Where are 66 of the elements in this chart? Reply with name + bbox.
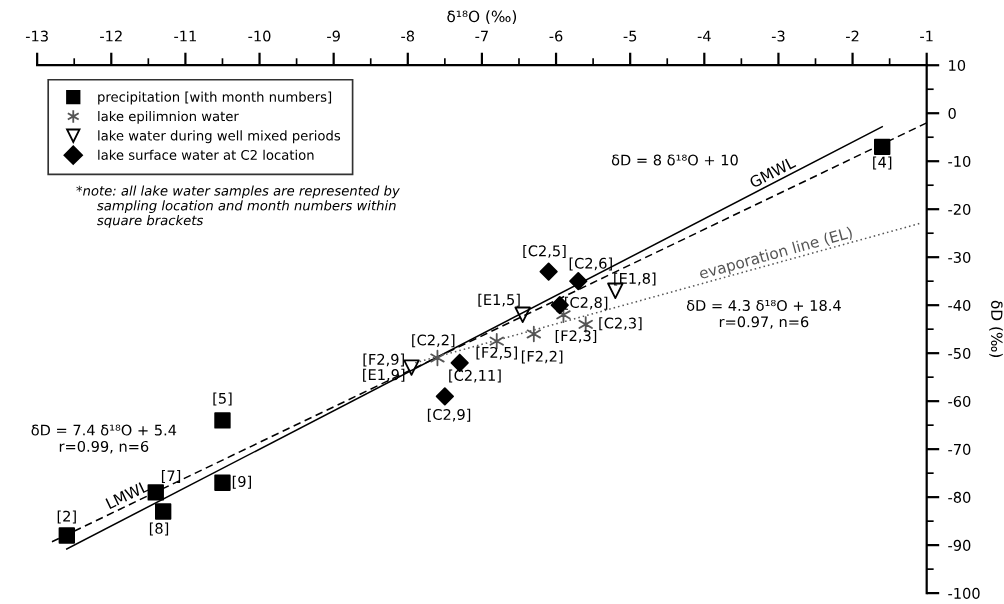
annotation: [C2,9] xyxy=(427,408,471,422)
point xyxy=(569,272,588,291)
annotation: [7] xyxy=(161,470,181,484)
annotation: δD = 8 δ¹⁸O + 10 xyxy=(611,154,738,166)
y-tick-label: -90 xyxy=(948,539,971,551)
point xyxy=(874,138,891,156)
y-tick-label: 10 xyxy=(949,59,966,71)
x-tick-label: -1 xyxy=(920,30,933,42)
x-tick-label: -7 xyxy=(475,30,488,42)
annotation: [C2,11] xyxy=(449,369,501,383)
y-tick-label: -80 xyxy=(948,491,971,503)
legend-label: lake surface water at C2 location xyxy=(98,149,314,160)
point xyxy=(154,503,172,520)
y-tick-label: -40 xyxy=(948,299,971,311)
annotation: [E1,5] xyxy=(478,293,520,307)
annotation: δD = 4.3 δ¹⁸O + 18.4 r=0.97, n=6 xyxy=(686,299,841,329)
point xyxy=(147,484,164,501)
legend-label: precipitation [with month numbers] xyxy=(98,91,332,105)
x-tick-label: -6 xyxy=(549,30,563,42)
x-tick-label: -8 xyxy=(401,30,415,42)
annotation: [E1,8] xyxy=(614,272,656,286)
y-axis-title: δD (‰) xyxy=(989,300,1003,358)
x-axis-title: δ¹⁸O (‰) xyxy=(447,10,517,24)
x-tick-label: -2 xyxy=(846,30,859,42)
annotation: *note: all lake water samples are represented by sampling location and month numbers within square brackets xyxy=(76,185,400,228)
point xyxy=(214,474,231,491)
annotation: δD = 7.4 δ¹⁸O + 5.4 r=0.99, n=6 xyxy=(31,424,177,454)
annotation: [C2,3] xyxy=(599,317,642,331)
x-tick-label: -13 xyxy=(25,30,48,42)
annotation: [4] xyxy=(873,156,892,170)
x-tick-label: -3 xyxy=(771,30,785,42)
y-tick-label: -20 xyxy=(948,203,971,215)
annotation: [C2,8] xyxy=(565,296,608,310)
x-tick-label: -4 xyxy=(697,30,711,42)
annotation: [9] xyxy=(232,475,251,489)
point xyxy=(539,262,558,281)
y-tick-label: -60 xyxy=(948,395,971,407)
y-tick-label: -100 xyxy=(948,587,980,599)
point xyxy=(403,359,420,376)
point xyxy=(514,306,531,323)
x-tick-label: -11 xyxy=(174,30,196,42)
annotation: [F2,3] xyxy=(555,329,597,343)
y-tick-label: 0 xyxy=(948,107,956,119)
y-tick-label: -70 xyxy=(948,443,971,455)
annotation: [C2,6] xyxy=(569,257,612,271)
point xyxy=(214,412,231,429)
annotation: [C2,5] xyxy=(523,245,566,259)
y-tick-label: -10 xyxy=(948,155,971,167)
annotation: [C2,2] xyxy=(412,334,455,348)
legend-label: lake epilimnion water xyxy=(98,110,239,124)
annotation: [2] xyxy=(57,510,76,524)
annotation: [F2,9] xyxy=(363,353,404,367)
point xyxy=(58,527,75,544)
x-tick-label: -5 xyxy=(623,30,637,42)
annotation: [8] xyxy=(149,522,169,536)
x-tick-label: -12 xyxy=(100,30,122,42)
annotation: [F2,2] xyxy=(521,350,563,364)
x-tick-label: -10 xyxy=(248,30,271,42)
point xyxy=(526,325,542,343)
legend-label: lake water during well mixed periods xyxy=(98,130,341,144)
y-tick-label: -50 xyxy=(948,347,971,359)
point xyxy=(435,387,454,406)
annotation: [F2,5] xyxy=(476,346,517,360)
x-tick-label: -9 xyxy=(327,30,340,42)
annotation: [5] xyxy=(213,392,232,406)
y-tick-label: -30 xyxy=(948,251,971,263)
